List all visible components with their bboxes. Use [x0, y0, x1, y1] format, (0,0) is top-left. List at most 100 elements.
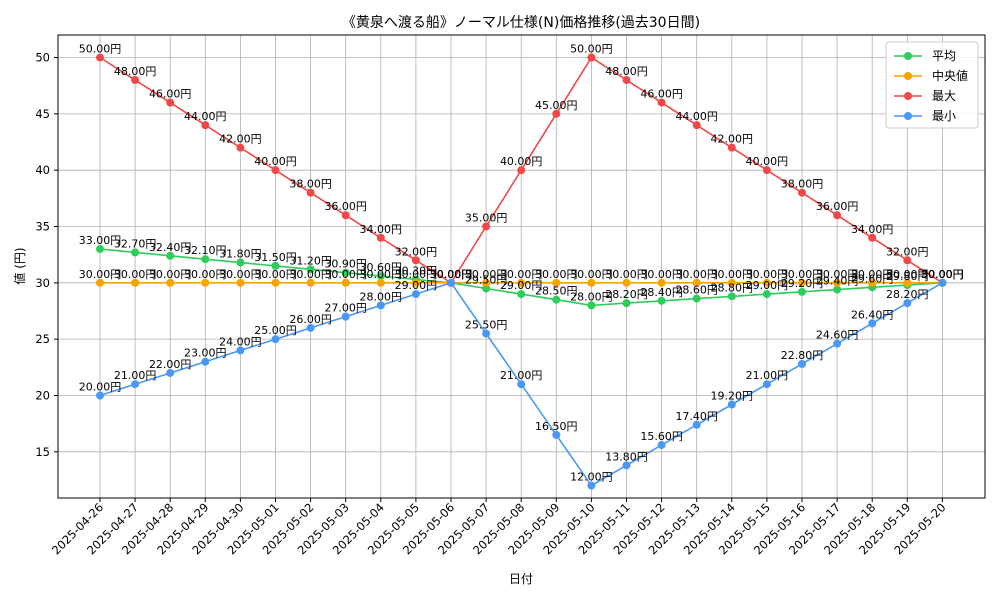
data-point [622, 278, 631, 287]
data-label: 30.00円 [675, 268, 718, 281]
data-point [622, 461, 631, 470]
data-point [622, 76, 631, 85]
data-label: 31.20円 [289, 254, 332, 267]
data-label: 28.00円 [570, 290, 613, 303]
data-label: 28.60円 [675, 284, 718, 297]
data-point [166, 251, 175, 260]
data-point [411, 256, 420, 265]
data-label: 40.00円 [500, 155, 543, 168]
data-point [798, 287, 806, 296]
y-tick-label: 30 [35, 276, 50, 290]
data-label: 30.00円 [711, 268, 754, 281]
data-label: 30.00円 [921, 268, 964, 281]
data-label: 28.20円 [886, 288, 929, 301]
data-point [833, 278, 842, 287]
data-labels: 33.00円32.70円32.40円32.10円31.80円31.50円31.2… [79, 43, 964, 484]
data-label: 30.00円 [289, 268, 332, 281]
data-point [657, 278, 666, 287]
data-point [271, 166, 280, 175]
data-label: 30.00円 [219, 268, 262, 281]
data-point [341, 312, 350, 321]
legend-marker-max [904, 92, 912, 100]
data-label: 30.00円 [114, 268, 157, 281]
data-label: 29.00円 [746, 279, 789, 292]
data-label: 30.00円 [605, 268, 648, 281]
data-label: 30.00円 [395, 268, 438, 281]
data-label: 28.40円 [640, 286, 683, 299]
data-label: 30.00円 [886, 268, 929, 281]
legend: 平均 中央値 最大 最小 [885, 41, 979, 129]
data-point [833, 211, 842, 220]
data-point [96, 278, 104, 287]
data-point [341, 278, 350, 287]
data-label: 30.00円 [746, 268, 789, 281]
data-label: 36.00円 [324, 200, 367, 213]
legend-label-average: 平均 [932, 49, 956, 63]
data-point [692, 121, 701, 130]
data-point [306, 188, 315, 197]
data-point [833, 339, 842, 348]
data-label: 30.00円 [79, 268, 122, 281]
data-point [131, 278, 140, 287]
data-point [762, 278, 771, 287]
data-point [131, 380, 140, 389]
data-label: 40.00円 [746, 155, 789, 168]
data-label: 19.20円 [711, 389, 754, 402]
data-label: 17.40円 [675, 410, 718, 423]
data-point [96, 245, 104, 254]
y-tick-label: 35 [35, 220, 50, 234]
data-label: 30.00円 [360, 268, 403, 281]
data-label: 20.00円 [79, 380, 122, 393]
data-label: 28.00円 [360, 290, 403, 303]
data-label: 30.30円 [395, 264, 438, 277]
data-point [552, 278, 561, 287]
data-label: 28.20円 [605, 288, 648, 301]
data-label: 24.00円 [219, 335, 262, 348]
data-point [201, 357, 210, 366]
data-label: 27.00円 [324, 302, 367, 315]
data-point [236, 346, 245, 355]
data-point [271, 261, 280, 270]
data-point [903, 278, 912, 287]
data-point [341, 211, 350, 220]
data-label: 48.00円 [605, 65, 648, 78]
legend-label-max: 最大 [932, 89, 956, 103]
data-point [657, 98, 666, 107]
data-point [271, 278, 280, 287]
data-label: 28.50円 [535, 285, 578, 298]
data-point [868, 319, 877, 328]
data-label: 30.00円 [430, 268, 473, 281]
data-label: 25.00円 [254, 324, 297, 337]
y-axis-label: 値 (円) [12, 247, 27, 284]
data-label: 30.00円 [465, 268, 508, 281]
data-point [306, 265, 315, 274]
legend-item-average: 平均 [894, 49, 956, 63]
data-point [482, 222, 491, 231]
data-label: 29.40円 [816, 275, 859, 288]
data-point [482, 278, 491, 287]
data-point [762, 380, 771, 389]
data-point [517, 278, 526, 287]
data-label: 21.00円 [746, 369, 789, 382]
data-label: 50.00円 [570, 43, 613, 56]
data-label: 48.00円 [114, 65, 157, 78]
data-label: 26.00円 [289, 313, 332, 326]
legend-marker-average [904, 52, 912, 60]
data-point [411, 278, 420, 287]
data-label: 44.00円 [184, 110, 227, 123]
data-label: 31.80円 [219, 248, 262, 261]
data-point [587, 301, 596, 310]
legend-marker-min [904, 112, 912, 120]
data-point [341, 268, 350, 277]
data-label: 30.00円 [851, 268, 894, 281]
data-label: 23.00円 [184, 347, 227, 360]
data-label: 22.80円 [781, 349, 824, 362]
data-point [376, 233, 385, 242]
data-point [587, 53, 596, 62]
data-label: 45.00円 [535, 99, 578, 112]
data-point [517, 380, 526, 389]
data-point [166, 98, 175, 107]
data-label: 12.00円 [570, 471, 613, 484]
data-point [96, 391, 104, 400]
data-label: 46.00円 [149, 88, 192, 101]
